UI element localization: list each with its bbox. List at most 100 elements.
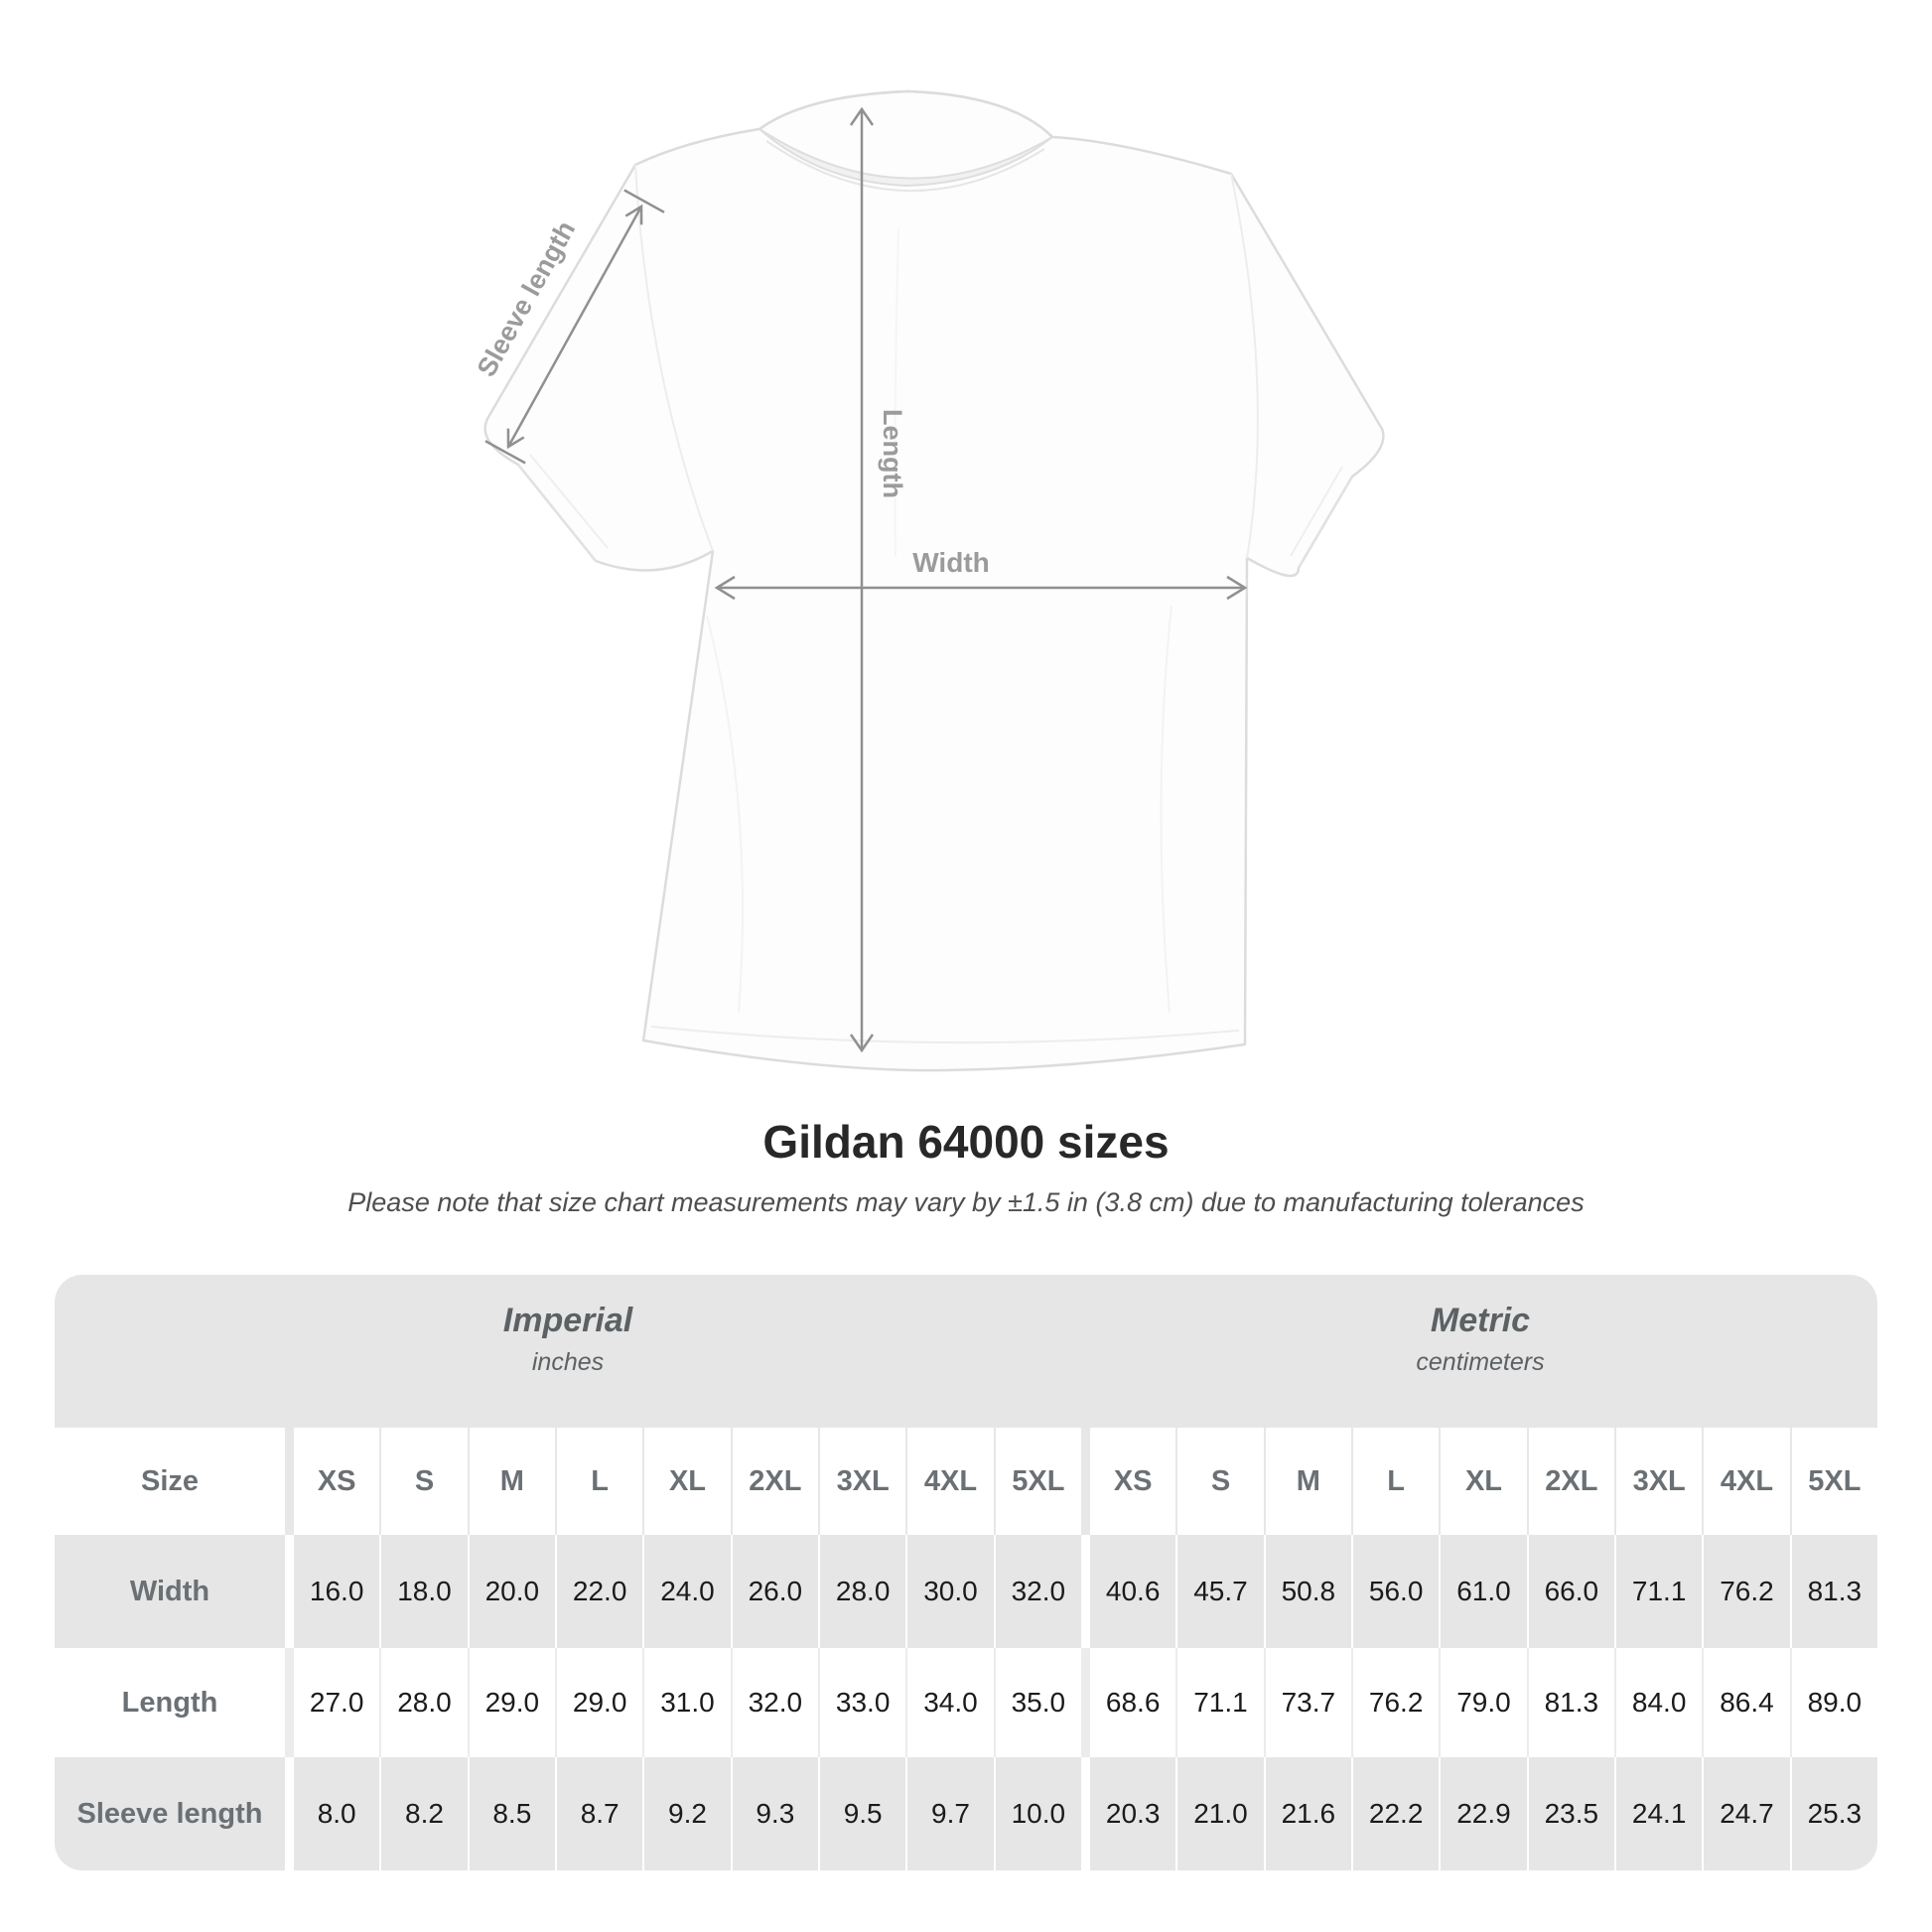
section-divider (1083, 1535, 1088, 1648)
table-cell: 40.6 (1090, 1535, 1176, 1648)
size-col-header: 4XL (1704, 1428, 1790, 1535)
length-label: Length (878, 409, 907, 498)
table-cell: 16.0 (294, 1535, 380, 1648)
table-row-sleeve-length: Sleeve length 8.0 8.2 8.5 8.7 9.2 9.3 9.… (55, 1757, 1877, 1870)
table-cell: 33.0 (820, 1648, 906, 1757)
size-col-header: L (1353, 1428, 1440, 1535)
table-cell: 24.1 (1616, 1757, 1703, 1870)
table-cell: 79.0 (1441, 1648, 1527, 1757)
table-cell: 22.0 (557, 1535, 643, 1648)
column-divider (287, 1757, 292, 1870)
table-cell: 26.0 (732, 1535, 818, 1648)
table-cell: 8.7 (557, 1757, 643, 1870)
width-arrow (714, 575, 1248, 601)
table-cell: 71.1 (1616, 1535, 1703, 1648)
table-cell: 56.0 (1353, 1535, 1440, 1648)
table-cell: 45.7 (1177, 1535, 1264, 1648)
table-cell: 68.6 (1090, 1648, 1176, 1757)
size-col-header: L (557, 1428, 643, 1535)
table-cell: 24.7 (1704, 1757, 1790, 1870)
section-divider (1083, 1648, 1088, 1757)
metric-unit: centimeters (1416, 1348, 1545, 1376)
size-col-header: XL (1441, 1428, 1527, 1535)
table-cell: 20.0 (469, 1535, 555, 1648)
table-row-width: Width 16.0 18.0 20.0 22.0 24.0 26.0 28.0… (55, 1535, 1877, 1648)
size-col-header: 4XL (907, 1428, 994, 1535)
imperial-title: Imperial (502, 1302, 633, 1339)
table-cell: 34.0 (907, 1648, 994, 1757)
length-arrow (849, 106, 875, 1053)
table-cell: 8.5 (469, 1757, 555, 1870)
size-col-header: XS (1090, 1428, 1176, 1535)
table-cell: 28.0 (820, 1535, 906, 1648)
table-cell: 30.0 (907, 1535, 994, 1648)
imperial-header: Imperial inches (55, 1275, 1081, 1428)
page-title: Gildan 64000 sizes (762, 1116, 1170, 1168)
size-col-header: S (381, 1428, 468, 1535)
size-col-header: XS (294, 1428, 380, 1535)
section-divider (1083, 1757, 1088, 1870)
section-divider (1083, 1428, 1088, 1535)
table-cell: 22.2 (1353, 1757, 1440, 1870)
table-cell: 61.0 (1441, 1535, 1527, 1648)
table-cell: 28.0 (381, 1648, 468, 1757)
table-cell: 76.2 (1704, 1535, 1790, 1648)
size-col-header: XL (644, 1428, 731, 1535)
table-cell: 86.4 (1704, 1648, 1790, 1757)
table-row-length: Length 27.0 28.0 29.0 29.0 31.0 32.0 33.… (55, 1648, 1877, 1757)
table-cell: 32.0 (732, 1648, 818, 1757)
row-label: Size (55, 1428, 285, 1535)
table-cell: 21.0 (1177, 1757, 1264, 1870)
table-cell: 8.2 (381, 1757, 468, 1870)
table-cell: 81.3 (1791, 1535, 1877, 1648)
imperial-unit: inches (531, 1348, 605, 1376)
table-cell: 32.0 (995, 1535, 1081, 1648)
size-col-header: M (469, 1428, 555, 1535)
column-divider (287, 1428, 292, 1535)
size-table: Imperial inches Metric centimeters Size … (55, 1275, 1877, 1870)
metric-title: Metric (1430, 1302, 1531, 1339)
table-cell: 35.0 (995, 1648, 1081, 1757)
row-label: Length (55, 1648, 285, 1757)
table-cell: 81.3 (1528, 1648, 1614, 1757)
column-divider (287, 1648, 292, 1757)
table-cell: 9.2 (644, 1757, 731, 1870)
table-cell: 24.0 (644, 1535, 731, 1648)
row-label: Width (55, 1535, 285, 1648)
tshirt-collar (759, 128, 1053, 188)
table-cell: 22.9 (1441, 1757, 1527, 1870)
width-label: Width (912, 547, 990, 578)
unit-header-band: Imperial inches Metric centimeters (55, 1275, 1877, 1428)
size-col-header: 2XL (732, 1428, 818, 1535)
table-cell: 21.6 (1265, 1757, 1351, 1870)
table-cell: 50.8 (1265, 1535, 1351, 1648)
table-cell: 89.0 (1791, 1648, 1877, 1757)
size-col-header: 3XL (820, 1428, 906, 1535)
metric-header: Metric centimeters (1083, 1275, 1877, 1428)
table-cell: 29.0 (557, 1648, 643, 1757)
size-col-header: 5XL (1791, 1428, 1877, 1535)
measurement-arrows (484, 106, 1248, 1053)
column-divider (287, 1535, 292, 1648)
table-cell: 31.0 (644, 1648, 731, 1757)
table-cell: 25.3 (1791, 1757, 1877, 1870)
table-cell: 73.7 (1265, 1648, 1351, 1757)
table-cell: 9.7 (907, 1757, 994, 1870)
table-cell: 84.0 (1616, 1648, 1703, 1757)
table-cell: 66.0 (1528, 1535, 1614, 1648)
table-cell: 23.5 (1528, 1757, 1614, 1870)
size-col-header: M (1265, 1428, 1351, 1535)
table-cell: 9.3 (732, 1757, 818, 1870)
table-row-sizes: Size XS S M L XL 2XL 3XL 4XL 5XL XS S M … (55, 1428, 1877, 1535)
table-cell: 10.0 (995, 1757, 1081, 1870)
row-label: Sleeve length (55, 1757, 285, 1870)
table-cell: 27.0 (294, 1648, 380, 1757)
table-cell: 76.2 (1353, 1648, 1440, 1757)
table-cell: 29.0 (469, 1648, 555, 1757)
table-cell: 8.0 (294, 1757, 380, 1870)
tolerance-note: Please note that size chart measurements… (347, 1187, 1585, 1217)
table-cell: 20.3 (1090, 1757, 1176, 1870)
size-col-header: 5XL (995, 1428, 1081, 1535)
tshirt-image (483, 89, 1385, 1072)
sleeve-length-arrow (484, 189, 665, 465)
